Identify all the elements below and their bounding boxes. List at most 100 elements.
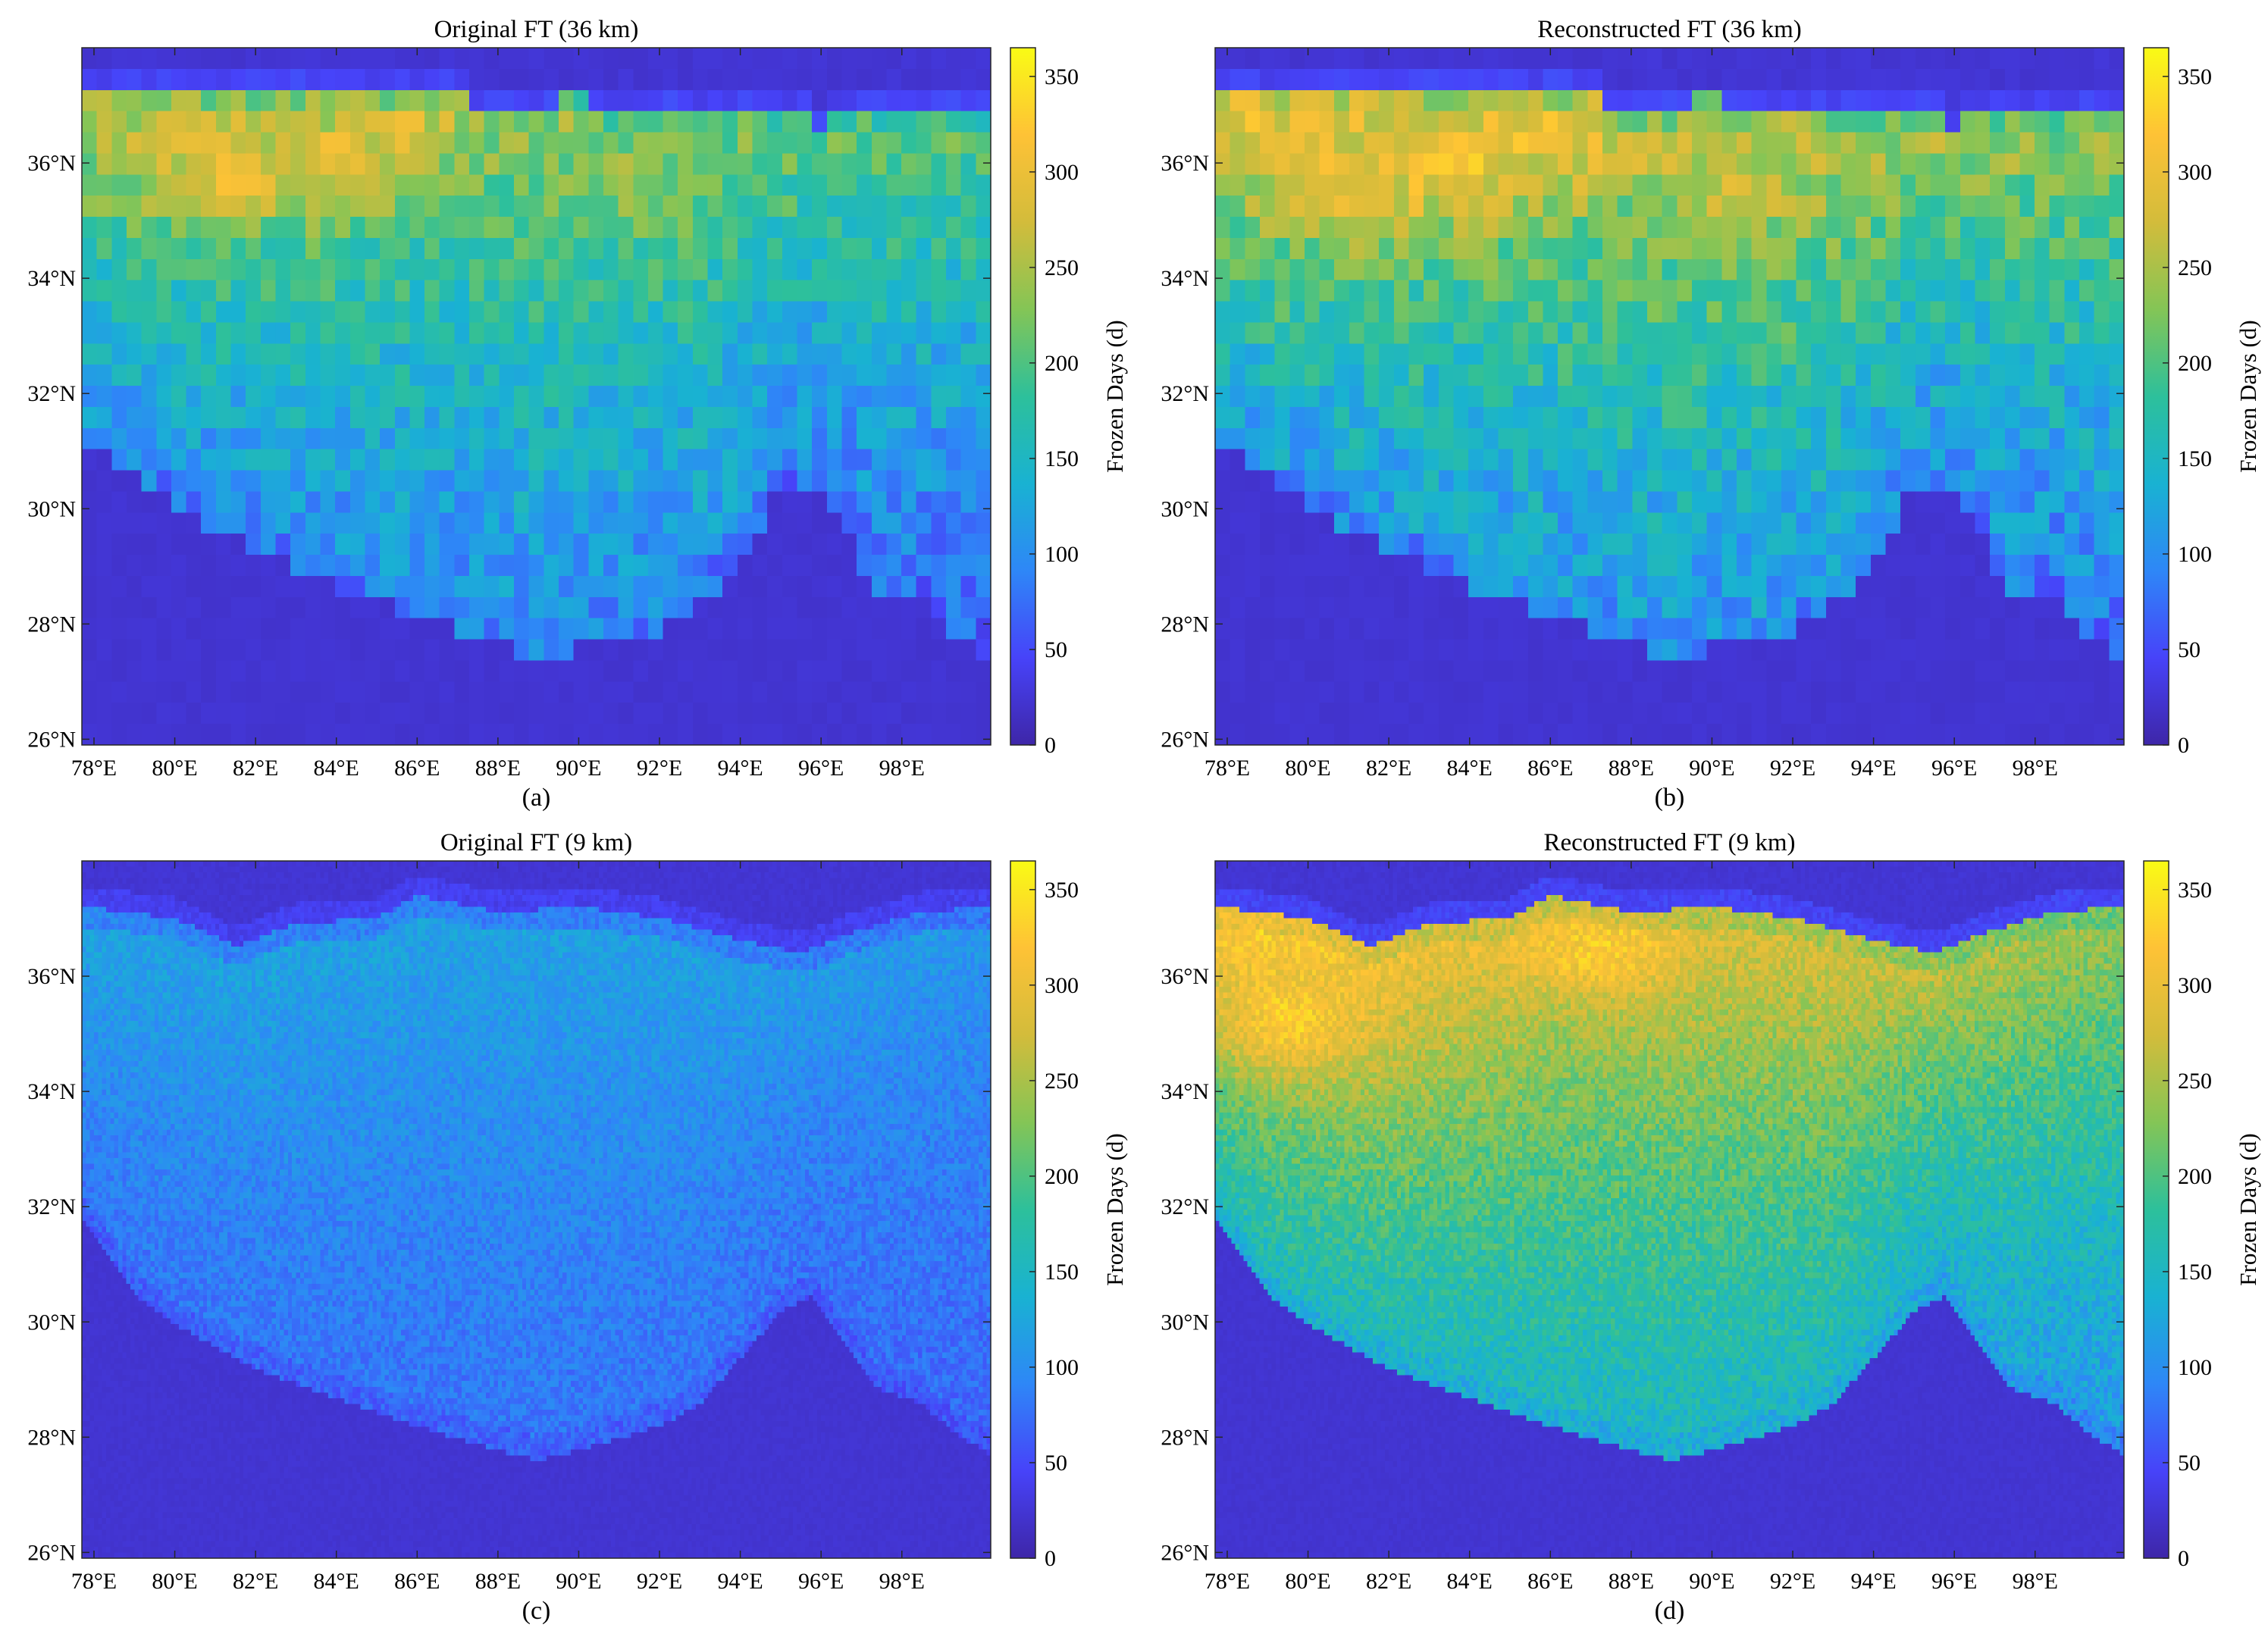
y-tick-label: 34°N [1161,1079,1209,1104]
panel-b-label: (b) [1655,784,1685,812]
x-tick-label: 94°E [1850,1569,1896,1594]
colorbar-tick-label: 300 [1045,160,1079,185]
y-tick-label: 36°N [1161,964,1209,989]
y-tick-label: 36°N [27,151,76,176]
x-tick-label: 84°E [314,1569,359,1594]
y-tick-label: 28°N [27,1425,76,1450]
y-tick-label: 26°N [27,1540,76,1565]
y-tick-label: 28°N [27,612,76,637]
x-tick-label: 78°E [71,1569,117,1594]
x-tick-label: 78°E [71,756,117,781]
x-tick-label: 92°E [1770,1569,1815,1594]
panel-c-colorbar: 0 50 100 150 200 250 300 350 [1010,860,1079,1571]
colorbar-tick-label: 150 [1045,1260,1079,1285]
x-tick-label: 94°E [717,756,763,781]
y-tick-label: 30°N [27,496,76,521]
colorbar-tick-label: 150 [1045,446,1079,471]
colorbar-tick-label: 300 [2178,973,2212,998]
colorbar-tick-label: 250 [2178,255,2212,280]
x-tick-label: 90°E [1689,756,1734,781]
colorbar-tick-label: 250 [2178,1069,2212,1094]
y-tick-label: 28°N [1161,612,1209,637]
panel-d-colorbar: 0 50 100 150 200 250 300 350 [2143,860,2212,1571]
y-tick-label: 32°N [1161,1194,1209,1219]
colorbar-tick-label: 0 [1045,1546,1056,1571]
x-tick-label: 86°E [1527,1569,1573,1594]
panel-d-axes: 78°E 80°E 82°E 84°E 86°E 88°E 90°E 92°E 94°E 96°E… [1161,860,2125,1594]
panel-c-label: (c) [522,1597,551,1625]
x-tick-label: 98°E [879,1569,925,1594]
colorbar-gradient [2143,860,2169,1559]
x-tick-label: 98°E [2013,1569,2058,1594]
colorbar-tick-label: 300 [2178,160,2212,185]
x-tick-label: 80°E [1285,1569,1330,1594]
colorbar-tick-label: 50 [1045,637,1067,662]
colorbar-tick-label: 250 [1045,1069,1079,1094]
colorbar-tick-label: 200 [2178,1164,2212,1189]
x-tick-label: 96°E [1931,1569,1977,1594]
x-tick-label: 86°E [394,1569,440,1594]
x-tick-label: 86°E [1527,756,1573,781]
panel-a-axes: 78°E 80°E 82°E 84°E 86°E 88°E 90°E 92°E 94°E 96°E… [27,47,991,781]
y-tick-label: 34°N [27,1079,76,1104]
heatmap-raster [82,861,991,1558]
x-tick-label: 88°E [1609,1569,1654,1594]
x-tick-label: 96°E [1931,756,1977,781]
panel-c: Original FT (9 km) 78°E 80°E 82°E 84°E 86°E 8… [27,829,1128,1625]
panel-a-colorbar: 0 50 100 150 200 250 300 350 [1010,47,1079,758]
colorbar-tick-label: 150 [2178,1260,2212,1285]
y-tick-label: 36°N [27,964,76,989]
colorbar-tick-label: 100 [1045,542,1079,567]
colorbar-tick-label: 100 [2178,1355,2212,1380]
x-tick-label: 96°E [798,756,844,781]
y-tick-label: 30°N [1161,496,1209,521]
x-tick-label: 80°E [1285,756,1330,781]
y-tick-label: 26°N [1161,1540,1209,1565]
x-tick-label: 94°E [1850,756,1896,781]
panel-a-label: (a) [522,784,551,812]
colorbar-tick-label: 350 [2178,64,2212,89]
panel-c-colorbar-label: Frozen Days (d) [1101,1133,1128,1285]
panel-a-title: Original FT (36 km) [434,16,639,43]
axes-frame [81,860,991,1559]
y-tick-label: 36°N [1161,151,1209,176]
panel-b-axes: 78°E 80°E 82°E 84°E 86°E 88°E 90°E 92°E 94°E 96°E… [1161,47,2125,781]
y-tick-label: 32°N [1161,381,1209,406]
x-tick-label: 84°E [314,756,359,781]
x-tick-label: 98°E [2013,756,2058,781]
y-tick-label: 32°N [27,381,76,406]
panel-b-colorbar-label: Frozen Days (d) [2235,320,2261,472]
colorbar-tick-label: 250 [1045,255,1079,280]
y-tick-label: 26°N [27,727,76,752]
panel-a-colorbar-label: Frozen Days (d) [1101,320,1128,472]
x-tick-label: 80°E [152,756,197,781]
panel-c-title: Original FT (9 km) [440,829,632,856]
y-tick-label: 32°N [27,1194,76,1219]
panel-d-title: Reconstructed FT (9 km) [1543,829,1795,856]
panel-b-heatmap [1215,48,2124,745]
x-tick-label: 78°E [1204,1569,1250,1594]
colorbar-tick-label: 350 [1045,64,1079,89]
heatmap-raster [82,48,991,745]
colorbar-tick-label: 200 [2178,351,2212,376]
x-tick-label: 80°E [152,1569,197,1594]
y-tick-label: 30°N [27,1310,76,1335]
colorbar-tick-label: 150 [2178,446,2212,471]
y-tick-label: 26°N [1161,727,1209,752]
colorbar-tick-label: 100 [2178,542,2212,567]
x-tick-label: 98°E [879,756,925,781]
x-tick-label: 92°E [637,756,682,781]
panel-b-colorbar: 0 50 100 150 200 250 300 350 [2143,47,2212,758]
x-tick-label: 90°E [556,756,601,781]
colorbar-tick-label: 0 [1045,733,1056,758]
x-tick-label: 90°E [556,1569,601,1594]
x-tick-label: 82°E [233,1569,278,1594]
colorbar-tick-label: 300 [1045,973,1079,998]
x-tick-label: 88°E [475,1569,521,1594]
colorbar-gradient [2143,47,2169,746]
colorbar-tick-label: 50 [1045,1451,1067,1476]
x-tick-label: 92°E [1770,756,1815,781]
x-tick-label: 96°E [798,1569,844,1594]
y-tick-label: 34°N [27,266,76,291]
